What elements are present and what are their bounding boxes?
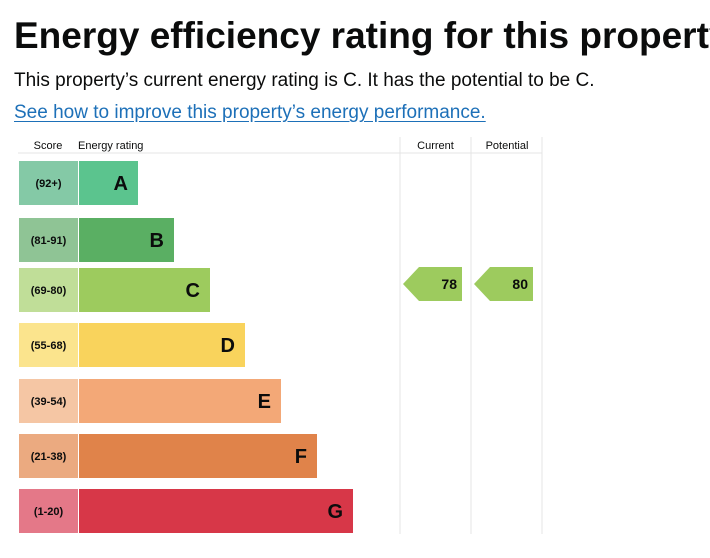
- band-bar-c: [79, 268, 210, 312]
- potential-value: 80: [512, 276, 528, 292]
- improve-performance-link[interactable]: See how to improve this property’s energ…: [14, 102, 486, 123]
- score-range-g: (1-20): [34, 506, 64, 518]
- band-letter-a: A: [114, 173, 128, 195]
- header-score: Score: [34, 140, 63, 152]
- chart-grid: [18, 137, 543, 534]
- rating-bands: (92+) A (81-91) B (69-80) C (55-68) D (39-54) E (2…: [19, 161, 353, 533]
- current-arrow: [403, 267, 462, 301]
- score-range-c: (69-80): [31, 285, 67, 297]
- header-current: Current: [417, 140, 454, 152]
- rating-summary: This property’s current energy rating is…: [14, 70, 595, 91]
- score-cell-d: [19, 323, 78, 367]
- band-letter-e: E: [258, 391, 271, 413]
- potential-arrow: [474, 267, 533, 301]
- header-energy-rating: Energy rating: [78, 140, 143, 152]
- band-letter-d: D: [221, 335, 235, 357]
- header-potential: Potential: [486, 140, 529, 152]
- band-letter-g: G: [327, 501, 343, 523]
- score-range-b: (81-91): [31, 235, 67, 247]
- band-bar-f: [79, 434, 317, 478]
- score-range-d: (55-68): [31, 340, 67, 352]
- band-bar-e: [79, 379, 281, 423]
- band-bar-b: [79, 218, 174, 262]
- page-title: Energy efficiency rating for this proper…: [14, 15, 710, 56]
- score-cell-e: [19, 379, 78, 423]
- score-range-a: (92+): [36, 178, 62, 190]
- score-range-f: (21-38): [31, 451, 67, 463]
- band-letter-c: C: [186, 280, 200, 302]
- current-value: 78: [441, 276, 457, 292]
- band-bar-g: [79, 489, 353, 533]
- band-letter-f: F: [295, 446, 307, 468]
- band-bar-d: [79, 323, 245, 367]
- score-range-e: (39-54): [31, 396, 67, 408]
- score-cell-a: [19, 161, 78, 205]
- band-letter-b: B: [150, 230, 164, 252]
- score-cell-g: [19, 489, 78, 533]
- band-bar-a: [79, 161, 138, 205]
- score-cell-f: [19, 434, 78, 478]
- score-cell-c: [19, 268, 78, 312]
- score-cell-b: [19, 218, 78, 262]
- rating-arrows: 78 80: [403, 267, 533, 301]
